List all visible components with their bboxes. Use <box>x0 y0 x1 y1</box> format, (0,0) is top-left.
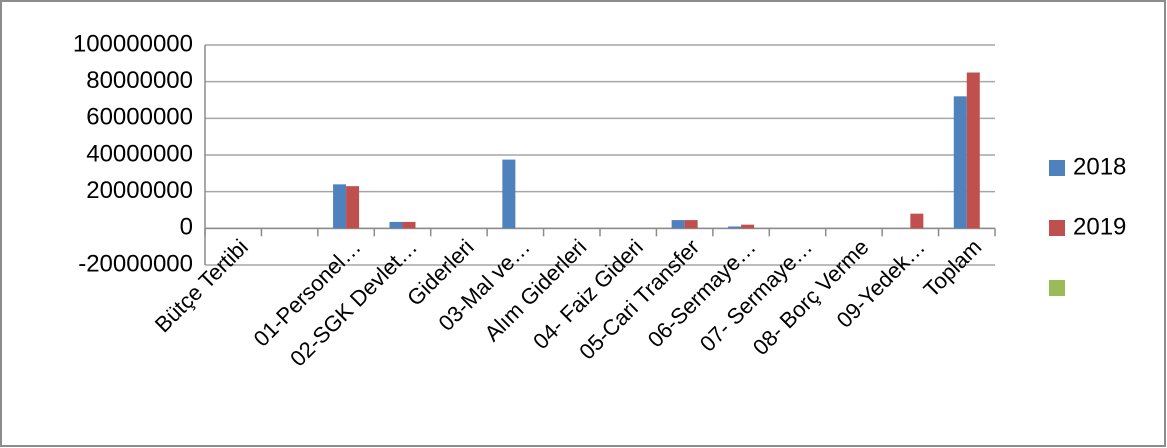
bar <box>953 96 967 229</box>
bar <box>910 213 924 229</box>
legend-swatch <box>1049 280 1065 296</box>
y-tick-label: -20000000 <box>78 250 193 277</box>
bar <box>966 72 980 229</box>
bar <box>671 220 685 229</box>
bar <box>333 184 347 229</box>
legend-label: 2018 <box>1073 153 1126 180</box>
y-tick-label: 60000000 <box>86 104 193 131</box>
bar <box>402 221 416 229</box>
y-tick-label: 100000000 <box>73 30 193 57</box>
bar <box>502 159 516 229</box>
y-tick-label: 80000000 <box>86 67 193 94</box>
legend-swatch <box>1049 220 1065 236</box>
bar <box>346 186 360 229</box>
y-tick-label: 20000000 <box>86 177 193 204</box>
bar <box>684 220 698 229</box>
legend-label: 2019 <box>1073 213 1126 240</box>
y-tick-label: 40000000 <box>86 140 193 167</box>
legend-swatch <box>1049 160 1065 176</box>
y-tick-label: 0 <box>180 214 193 241</box>
bar <box>728 226 742 229</box>
bar <box>389 221 403 229</box>
bar <box>741 224 755 229</box>
